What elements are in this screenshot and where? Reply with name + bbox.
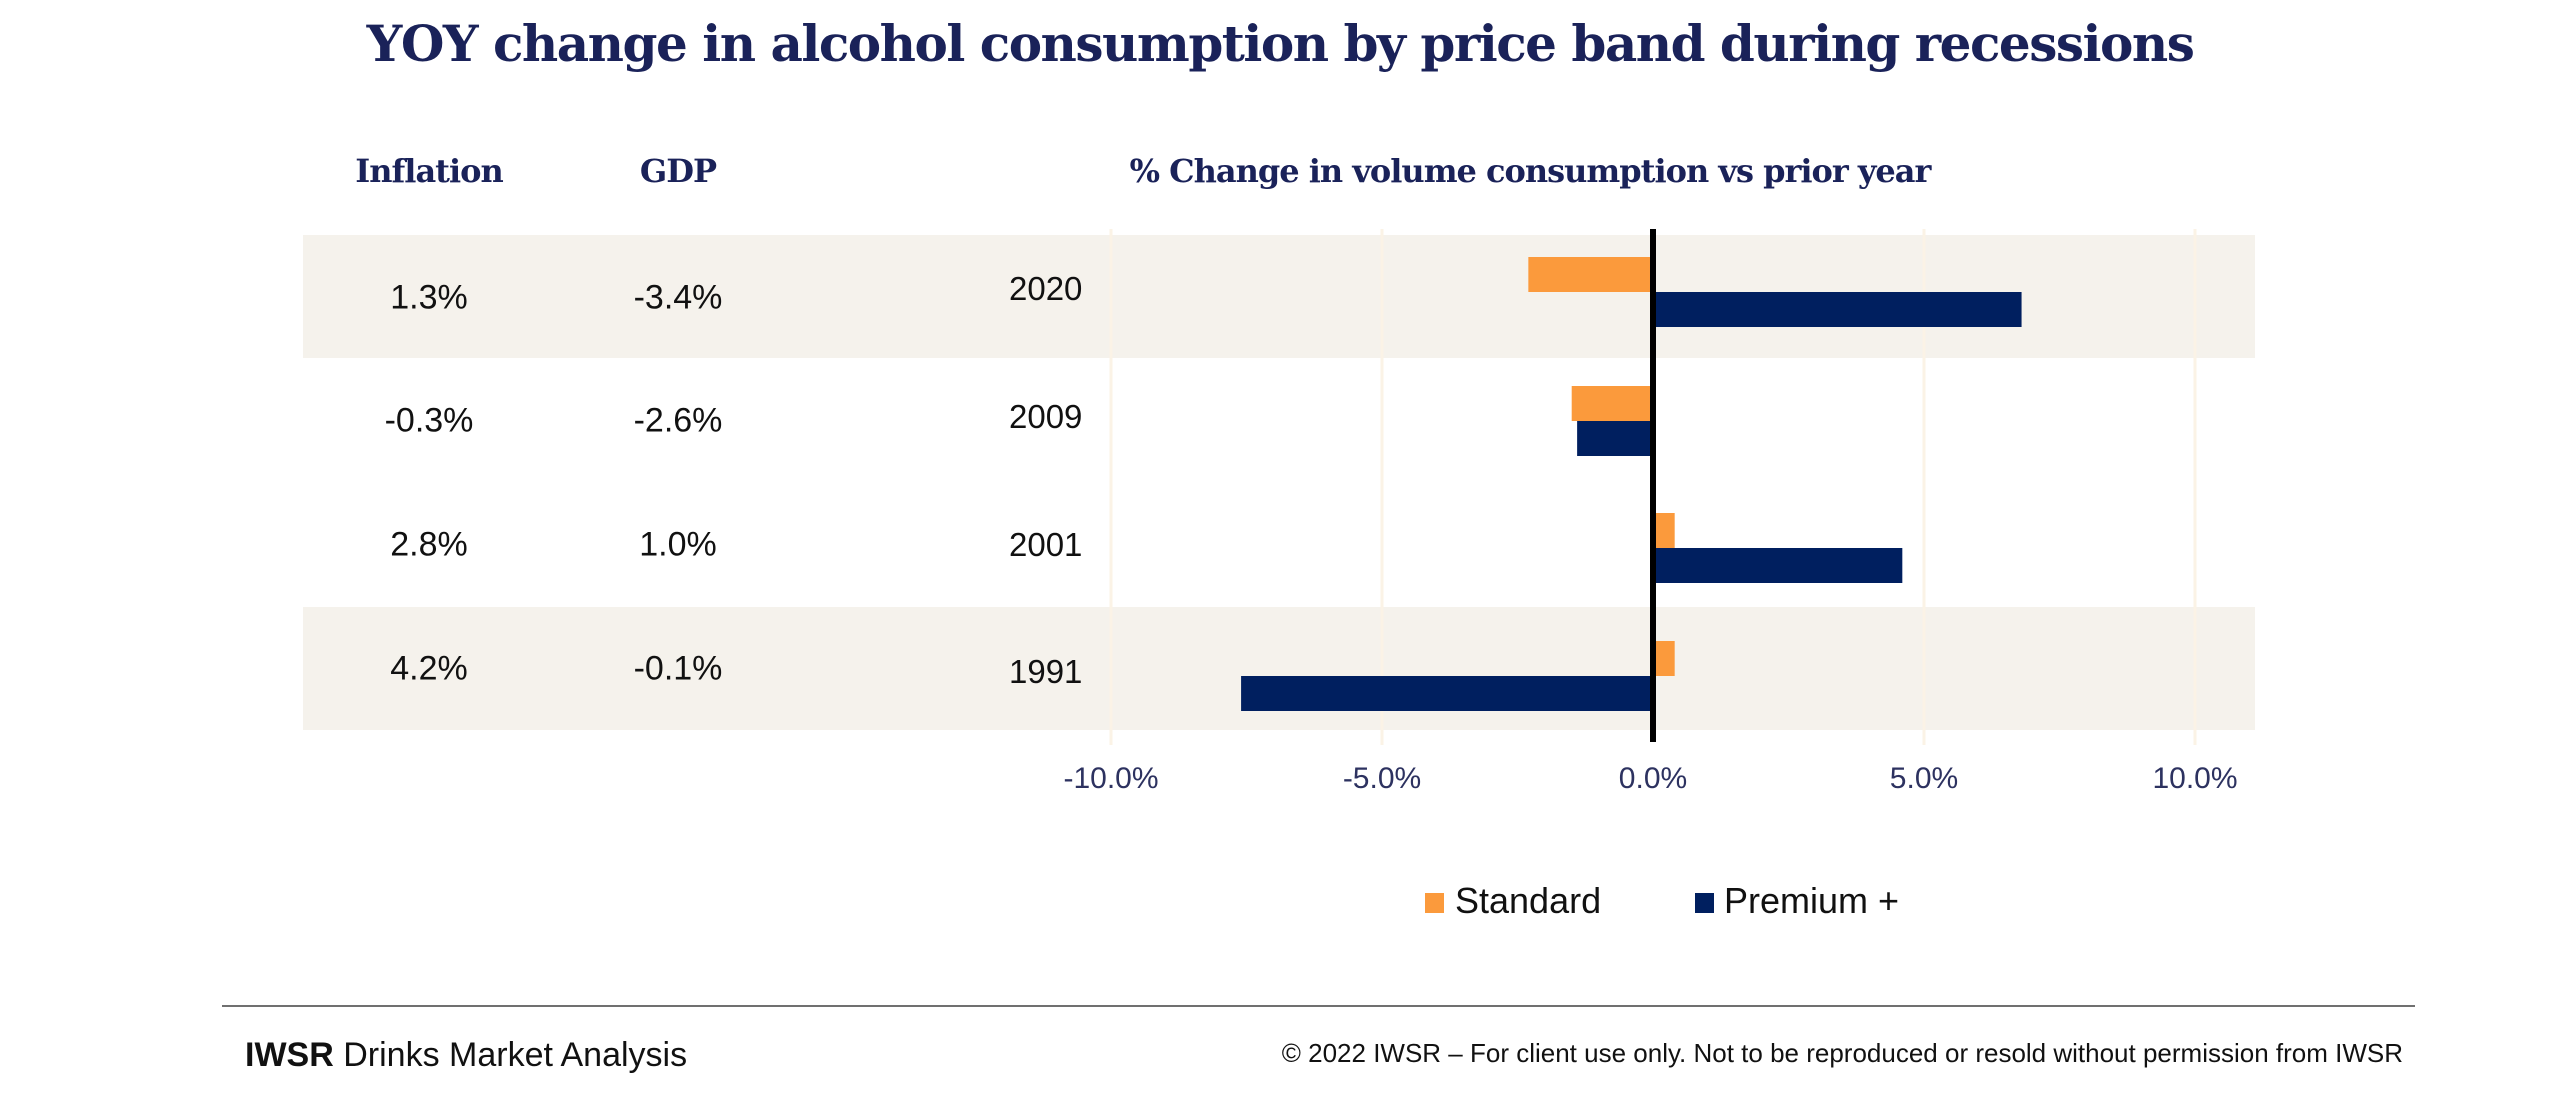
bar-premium-2020 bbox=[1653, 292, 2022, 327]
legend-swatch-premium bbox=[1695, 893, 1714, 913]
bar-standard-1991 bbox=[1653, 641, 1675, 676]
inflation-cell: 1.3% bbox=[390, 278, 468, 317]
bar-premium-2001 bbox=[1653, 548, 1903, 583]
inflation-header: Inflation bbox=[355, 152, 503, 190]
year-label: 2009 bbox=[1009, 398, 1083, 435]
legend-swatch-standard bbox=[1425, 893, 1444, 913]
gdp-cell: 1.0% bbox=[639, 525, 717, 564]
brand-logo-text: IWSR bbox=[245, 1036, 334, 1074]
legend-label-standard: Standard bbox=[1455, 880, 1602, 921]
x-tick-label: 10.0% bbox=[2152, 762, 2238, 795]
x-tick-label: -5.0% bbox=[1342, 762, 1422, 795]
chart-title: YOY change in alcohol consumption by pri… bbox=[366, 14, 2195, 73]
year-label: 2020 bbox=[1009, 270, 1083, 307]
year-label: 2001 bbox=[1009, 526, 1083, 563]
bar-standard-2020 bbox=[1528, 257, 1653, 292]
inflation-cell: 4.2% bbox=[390, 649, 468, 688]
x-tick-label: -10.0% bbox=[1063, 762, 1159, 795]
footer-brand: IWSR Drinks Market Analysis bbox=[245, 1036, 687, 1075]
inflation-cell: -0.3% bbox=[384, 401, 474, 440]
inflation-cell: 2.8% bbox=[390, 525, 468, 564]
chart-subtitle: % Change in volume consumption vs prior … bbox=[1129, 152, 1932, 190]
gdp-cell: -3.4% bbox=[633, 278, 723, 317]
x-tick-label: 5.0% bbox=[1889, 762, 1959, 795]
bar-standard-2009 bbox=[1571, 386, 1653, 421]
footer-copyright: © 2022 IWSR – For client use only. Not t… bbox=[1281, 1038, 2403, 1068]
x-tick-label: 0.0% bbox=[1618, 762, 1688, 795]
bar-premium-2009 bbox=[1577, 421, 1653, 456]
legend-label-premium: Premium + bbox=[1724, 880, 1900, 921]
bar-standard-2001 bbox=[1653, 513, 1675, 548]
footer-divider bbox=[222, 1005, 2415, 1007]
brand-tagline: Drinks Market Analysis bbox=[333, 1036, 688, 1074]
bar-premium-1991 bbox=[1241, 676, 1653, 711]
gdp-cell: -2.6% bbox=[633, 401, 723, 440]
gdp-header: GDP bbox=[639, 152, 717, 190]
gdp-cell: -0.1% bbox=[633, 649, 723, 688]
year-label: 1991 bbox=[1009, 653, 1083, 690]
